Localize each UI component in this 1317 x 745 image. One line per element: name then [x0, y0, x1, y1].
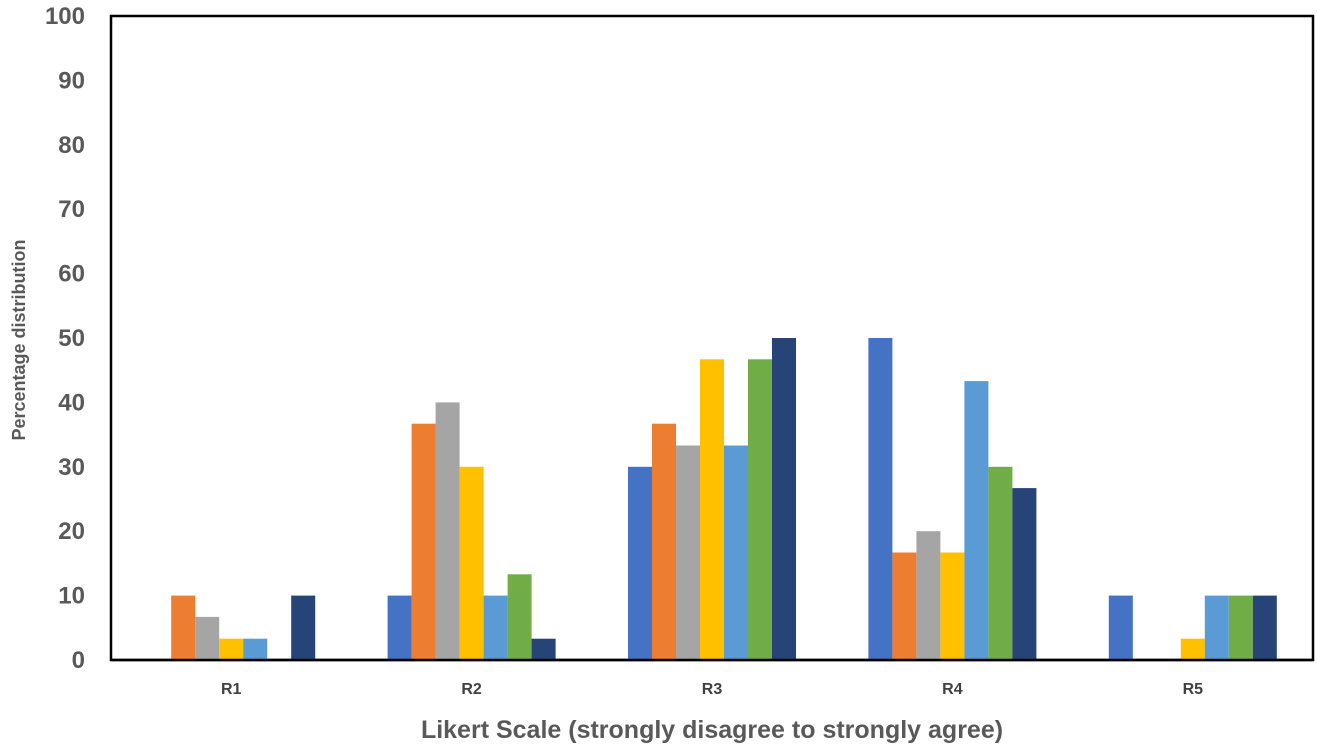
y-tick-label: 50: [58, 325, 85, 352]
y-tick-label: 30: [58, 454, 85, 481]
x-tick-label: R1: [221, 681, 242, 698]
bar: [964, 381, 989, 660]
bar: [219, 638, 244, 660]
y-tick-label: 60: [58, 261, 85, 288]
bar: [700, 359, 724, 660]
bar: [676, 445, 700, 660]
bar: [868, 338, 893, 660]
bar: [724, 445, 748, 660]
x-axis-title: Likert Scale (strongly disagree to stron…: [421, 716, 1003, 744]
bar: [1252, 595, 1277, 660]
y-tick-label: 80: [58, 132, 85, 159]
bar: [1228, 595, 1253, 660]
bar: [531, 638, 556, 660]
bar: [291, 595, 316, 660]
bar: [171, 595, 196, 660]
bar: [772, 338, 796, 660]
y-tick-label: 10: [58, 583, 85, 610]
bar: [1204, 595, 1229, 660]
bar: [387, 595, 412, 660]
bar: [916, 531, 941, 660]
bar: [507, 574, 532, 660]
bar: [988, 466, 1013, 660]
y-tick-label: 70: [58, 196, 85, 223]
bar: [892, 552, 917, 660]
y-tick-label: 0: [72, 647, 85, 674]
bar: [1180, 638, 1205, 660]
y-axis-ticks: 0 10 20 30 40 50 60 70 80 90 100: [45, 3, 85, 674]
y-tick-label: 20: [58, 518, 85, 545]
x-tick-label: R5: [1183, 681, 1204, 698]
bar: [483, 595, 508, 660]
bar: [411, 423, 436, 660]
bar: [459, 466, 484, 660]
bars: [171, 338, 1277, 660]
bar: [195, 616, 220, 660]
x-axis-ticks: R1 R2 R3 R4 R5: [221, 681, 1203, 698]
bar: [628, 466, 652, 660]
bar: [652, 423, 676, 660]
y-tick-label: 100: [45, 3, 85, 30]
y-tick-label: 90: [58, 67, 85, 94]
x-tick-label: R4: [942, 681, 963, 698]
bar: [243, 638, 268, 660]
bar: [748, 359, 772, 660]
x-tick-label: R3: [702, 681, 723, 698]
x-tick-label: R2: [461, 681, 482, 698]
bar: [435, 402, 460, 660]
bar: [1012, 488, 1037, 660]
y-tick-label: 40: [58, 389, 85, 416]
bar: [940, 552, 965, 660]
y-axis-title: Percentage distribution: [9, 239, 29, 440]
bar: [1108, 595, 1133, 660]
